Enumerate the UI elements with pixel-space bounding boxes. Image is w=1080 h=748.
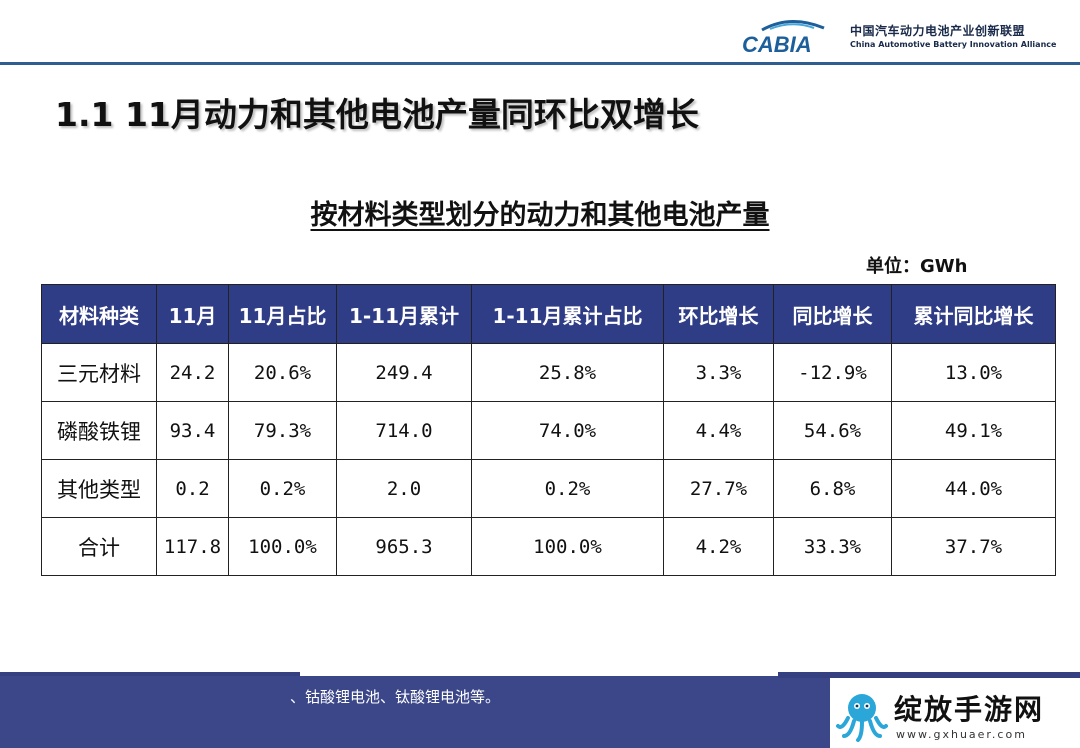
table-cell: 合计	[41, 517, 157, 576]
table-cell: 49.1%	[891, 401, 1056, 460]
table-cell: 249.4	[336, 343, 472, 402]
table-cell: 2.0	[336, 459, 472, 518]
table-cell: 其他类型	[41, 459, 157, 518]
table-cell: 3.3%	[663, 343, 774, 402]
table-cell: 37.7%	[891, 517, 1056, 576]
table-cell: 74.0%	[471, 401, 664, 460]
table-title-text: 按材料类型划分的动力和其他电池产量	[310, 200, 770, 231]
table-cell: 714.0	[336, 401, 472, 460]
slide-title: 1.1 11月动力和其他电池产量同环比双增长	[55, 95, 699, 134]
footer-bar	[0, 676, 830, 748]
battery-output-table: 材料种类 11月 11月占比 1-11月累计 1-11月累计占比 环比增长 同比…	[41, 284, 1056, 576]
table-cell: 25.8%	[471, 343, 664, 402]
header-nov-share: 11月占比	[228, 284, 337, 344]
table-cell: 4.2%	[663, 517, 774, 576]
logo-name-cn: 中国汽车动力电池产业创新联盟	[850, 24, 1026, 38]
table-cell: 79.3%	[228, 401, 337, 460]
table-row: 三元材料 24.2 20.6% 249.4 25.8% 3.3% -12.9% …	[41, 343, 1056, 402]
cabia-logo: CABIA 中国汽车动力电池产业创新联盟 China Automotive Ba…	[738, 16, 1068, 60]
table-cell: 6.8%	[773, 459, 892, 518]
header-yoy-growth: 同比增长	[773, 284, 892, 344]
cabia-logo-icon: CABIA	[742, 19, 825, 56]
table-row: 磷酸铁锂 93.4 79.3% 714.0 74.0% 4.4% 54.6% 4…	[41, 401, 1056, 460]
table-cell: 0.2%	[228, 459, 337, 518]
unit-label: 单位：GWh	[866, 256, 968, 277]
header-divider	[0, 62, 1080, 65]
footer-bar-accent	[778, 672, 1080, 678]
header-mom-growth: 环比增长	[663, 284, 774, 344]
table-cell: 100.0%	[228, 517, 337, 576]
header-ytd-share: 1-11月累计占比	[471, 284, 664, 344]
table-cell: 93.4	[156, 401, 229, 460]
table-cell: 磷酸铁锂	[41, 401, 157, 460]
header-material-type: 材料种类	[41, 284, 157, 344]
table-header-row: 材料种类 11月 11月占比 1-11月累计 1-11月累计占比 环比增长 同比…	[41, 284, 1056, 344]
table-cell: 27.7%	[663, 459, 774, 518]
table-cell: 54.6%	[773, 401, 892, 460]
watermark-url: www.gxhuaer.com	[896, 728, 1027, 741]
table-cell: 33.3%	[773, 517, 892, 576]
svg-text:CABIA: CABIA	[742, 32, 812, 56]
table-cell: 117.8	[156, 517, 229, 576]
table-cell: 24.2	[156, 343, 229, 402]
table-cell: 4.4%	[663, 401, 774, 460]
header-ytd-yoy-growth: 累计同比增长	[891, 284, 1056, 344]
table-cell: 20.6%	[228, 343, 337, 402]
header-ytd: 1-11月累计	[336, 284, 472, 344]
watermark: 绽放手游网 www.gxhuaer.com	[830, 682, 1080, 748]
table-cell: 100.0%	[471, 517, 664, 576]
header-nov: 11月	[156, 284, 229, 344]
table-cell: 0.2	[156, 459, 229, 518]
watermark-title: 绽放手游网	[894, 693, 1045, 726]
table-title: 按材料类型划分的动力和其他电池产量	[0, 193, 1080, 232]
logo-name-en: China Automotive Battery Innovation Alli…	[850, 40, 1057, 49]
table-row: 其他类型 0.2 0.2% 2.0 0.2% 27.7% 6.8% 44.0%	[41, 459, 1056, 518]
table-cell: 13.0%	[891, 343, 1056, 402]
table-row-total: 合计 117.8 100.0% 965.3 100.0% 4.2% 33.3% …	[41, 517, 1056, 576]
table-cell: -12.9%	[773, 343, 892, 402]
table-cell: 0.2%	[471, 459, 664, 518]
footnote: 、钴酸锂电池、钛酸锂电池等。	[290, 688, 501, 706]
table-cell: 44.0%	[891, 459, 1056, 518]
table-cell: 965.3	[336, 517, 472, 576]
table-cell: 三元材料	[41, 343, 157, 402]
octopus-icon	[836, 694, 888, 742]
